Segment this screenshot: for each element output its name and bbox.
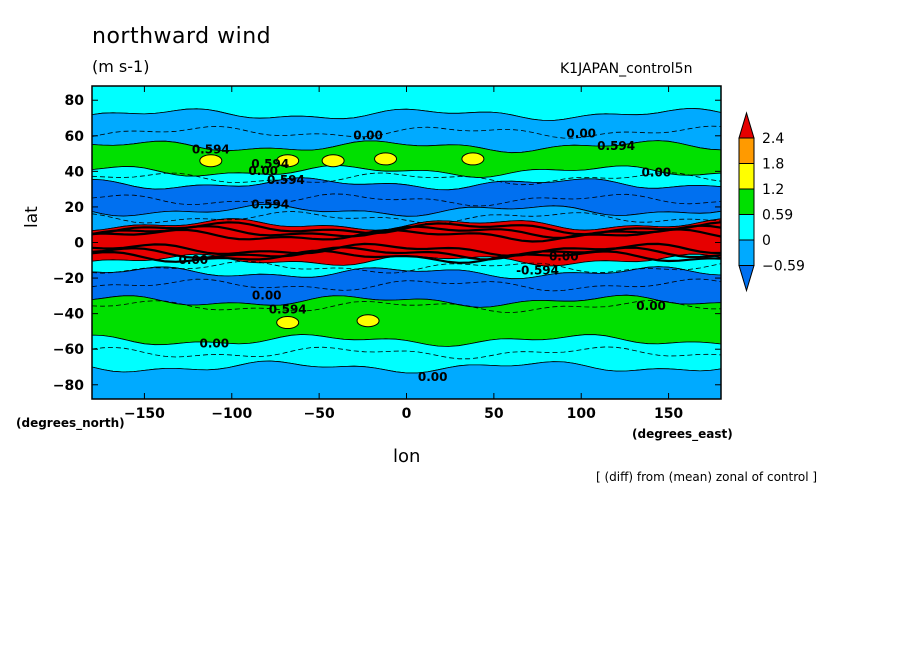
colorbar-segment <box>738 214 755 241</box>
contour-label: 0.00 <box>179 253 209 267</box>
y-tick-label: −60 <box>53 342 84 358</box>
contour-line <box>92 300 721 314</box>
x-axis-label: lon <box>393 446 421 467</box>
contour-label: 0.00 <box>248 164 278 178</box>
contour-line <box>92 210 721 225</box>
x-tick-label: −100 <box>211 406 252 422</box>
colorbar-top-arrow <box>738 111 755 139</box>
x-tick-label: 50 <box>484 406 504 422</box>
contour-label: 0.00 <box>566 127 596 141</box>
y-tick-label: −20 <box>53 271 84 287</box>
axes: −150 −100 −50 0 50 100 150 80 60 40 20 0 −20 −40 −60 −8… <box>53 86 721 422</box>
contour-label: 0.00 <box>252 288 282 302</box>
colorbar-label: −0.59 <box>762 259 805 275</box>
contour-band <box>92 360 721 399</box>
contour-label: 0.00 <box>200 336 230 350</box>
contour-label: 0.00 <box>549 249 579 263</box>
dataset-name: K1JAPAN_control5n <box>560 61 693 77</box>
yellow-maximum <box>276 154 300 168</box>
yellow-maximum <box>461 152 485 166</box>
chart-title: northward wind <box>92 24 272 49</box>
contour-label: 0.594 <box>192 143 230 157</box>
colorbar-segment <box>738 188 755 215</box>
contour-line <box>92 346 721 360</box>
y-tick-label: −40 <box>53 307 84 323</box>
contour-label: -0.594 <box>516 264 559 278</box>
contour-line <box>92 193 721 207</box>
y-tick-label: 0 <box>74 236 84 252</box>
contour-label: 0.00 <box>353 128 383 142</box>
x-tick-label: 100 <box>567 406 596 422</box>
contour-label: 0.00 <box>642 166 672 180</box>
x-tick-label: 150 <box>654 406 683 422</box>
colorbar-bottom-arrow <box>738 265 755 293</box>
contour-line <box>92 246 721 261</box>
y-tick-label: 80 <box>65 93 85 109</box>
colorbar-segment <box>738 137 755 164</box>
yellow-maximum <box>321 154 345 168</box>
yellow-maximum <box>199 154 223 168</box>
contour-line <box>92 172 721 186</box>
contour-line <box>92 224 721 239</box>
colorbar-segment <box>738 163 755 190</box>
contour-label: 0.594 <box>251 157 289 171</box>
colorbar-label: 1.2 <box>762 182 784 198</box>
x-tick-label: −150 <box>124 406 165 422</box>
contour-label: 0.00 <box>418 370 448 384</box>
yellow-maximum <box>374 152 398 166</box>
colorbar-segment <box>738 239 755 266</box>
colorbar-label: 0.59 <box>762 208 793 224</box>
contour-line <box>92 228 721 243</box>
contour-label: 0.594 <box>251 198 289 212</box>
plot-area: 0.00 0.000.5940.5940.5940.000.5940.000.59… <box>92 86 721 399</box>
contour-line <box>92 278 721 292</box>
y-tick-label: −80 <box>53 378 84 394</box>
y-tick-label: 60 <box>65 129 85 145</box>
contour-line <box>92 125 721 139</box>
x-axis-units: (degrees_east) <box>632 427 733 441</box>
colorbar-label: 1.8 <box>762 157 784 173</box>
contour-line <box>92 260 721 274</box>
contour-label: 0.594 <box>597 139 635 153</box>
contour-label: 0.594 <box>269 303 307 317</box>
colorbar-label: 2.4 <box>762 131 784 147</box>
chart-note: [ (diff) from (mean) zonal of control ] <box>596 470 818 484</box>
x-tick-label: −50 <box>304 406 335 422</box>
x-tick-label: 0 <box>402 406 412 422</box>
contour-label: 0.594 <box>267 173 305 187</box>
y-tick-label: 20 <box>65 200 85 216</box>
y-tick-label: 40 <box>65 164 85 180</box>
chart-units: (m s-1) <box>92 57 150 76</box>
colorbar-label: 0 <box>762 233 771 249</box>
yellow-maximum <box>356 314 380 328</box>
contour-line <box>92 249 721 264</box>
colorbar: 2.4 1.8 1.2 0.59 0 −0.59 <box>738 111 805 293</box>
contour-label: 0.00 <box>636 299 666 313</box>
yellow-maximum <box>276 316 300 330</box>
y-axis-units: (degrees_north) <box>16 416 125 430</box>
